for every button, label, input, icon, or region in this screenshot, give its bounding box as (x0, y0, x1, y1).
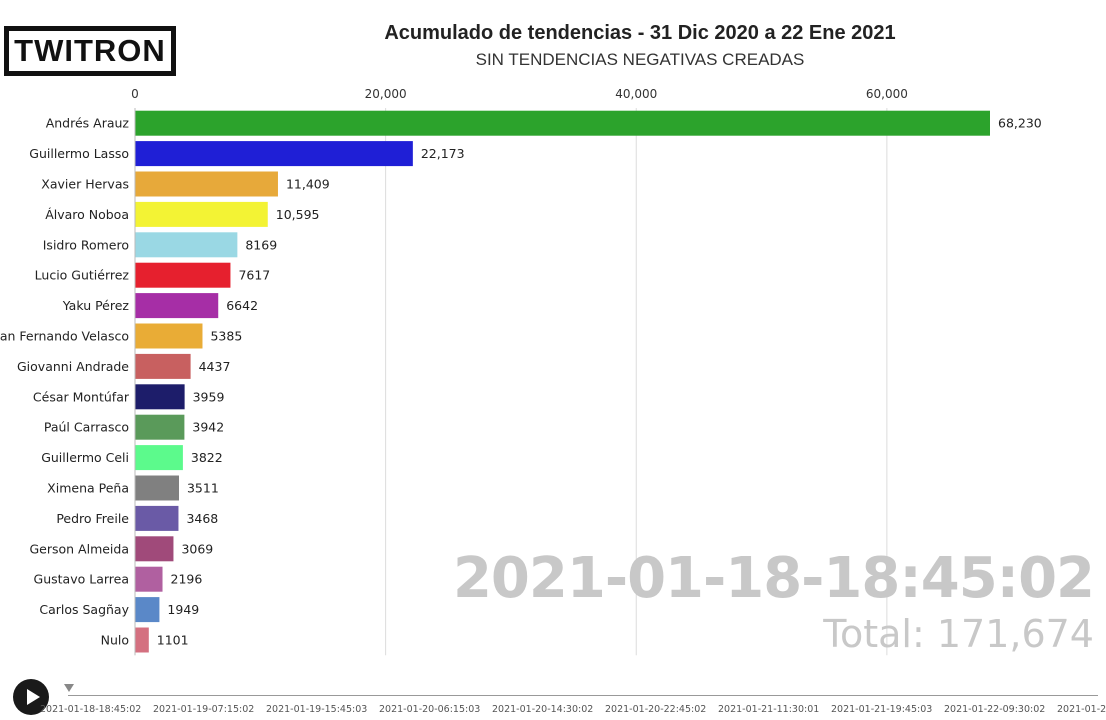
value-label: 68,230 (998, 116, 1042, 131)
category-label: Pedro Freile (56, 511, 129, 526)
bar (135, 414, 185, 440)
value-label: 1949 (167, 602, 199, 617)
x-tick-label: 40,000 (615, 87, 657, 101)
value-label: 7617 (238, 268, 270, 283)
timeline-tick-label: 2021-01-20-14:30:02 (492, 704, 594, 715)
bar (135, 627, 149, 653)
category-label: Juan Fernando Velasco (0, 329, 129, 344)
value-label: 11,409 (286, 177, 330, 192)
x-tick-label: 60,000 (866, 87, 908, 101)
category-label: Paúl Carrasco (44, 420, 129, 435)
category-label: Guillermo Lasso (29, 146, 129, 161)
timeline-tick-label: 2021-01-20-06:15:03 (379, 704, 481, 715)
category-label: Carlos Sagñay (39, 602, 129, 617)
category-label: Xavier Hervas (41, 177, 129, 192)
category-label: César Montúfar (33, 389, 130, 404)
timeline-tick-label: 2021-01-22- (1057, 704, 1106, 715)
x-tick-label: 0 (131, 87, 139, 101)
timeline-tick-label: 2021-01-19-15:45:03 (266, 704, 368, 715)
category-label: Nulo (101, 633, 129, 648)
player-controls: 2021-01-18-18:45:02 2021-01-19-07:15:02 20… (0, 668, 1106, 720)
category-label: Álvaro Noboa (45, 207, 129, 222)
bar (135, 536, 174, 562)
value-label: 6642 (226, 298, 258, 313)
category-label: Ximena Peña (47, 481, 129, 496)
value-label: 3468 (186, 511, 218, 526)
bar (135, 597, 160, 623)
play-icon[interactable] (13, 679, 49, 715)
bar (135, 262, 231, 288)
bar (135, 445, 183, 471)
timeline-tick-label: 2021-01-18-18:45:02 (40, 704, 142, 715)
bar (135, 293, 219, 319)
value-label: 1101 (157, 633, 189, 648)
bar (135, 505, 179, 531)
value-label: 8169 (245, 237, 277, 252)
timeline-tick-label: 2021-01-21-11:30:01 (718, 704, 820, 715)
value-label: 2196 (171, 572, 203, 587)
logo-text: TWITRON (7, 29, 173, 73)
category-label: Andrés Arauz (46, 116, 130, 131)
x-tick-label: 20,000 (365, 87, 407, 101)
timeline-tick-labels: 2021-01-18-18:45:02 2021-01-19-07:15:02 20… (0, 696, 1106, 718)
bar (135, 201, 268, 227)
value-label: 3511 (187, 481, 219, 496)
category-label: Yaku Pérez (62, 298, 130, 313)
value-label: 3069 (181, 541, 213, 556)
bar-chart: 0 20,000 40,000 60,000 Andrés Arauz 68,230 Gui… (0, 87, 1042, 656)
bar (135, 141, 413, 167)
timeline-tick-label: 2021-01-20-22:45:02 (605, 704, 707, 715)
total-count: Total: 171,674 (823, 612, 1094, 656)
current-date: 2021-01-18-18:45:02 (452, 546, 1095, 611)
timeline-tick-label: 2021-01-21-19:45:03 (831, 704, 933, 715)
category-label: Lucio Gutiérrez (35, 268, 130, 283)
bar (135, 475, 179, 501)
value-label: 3822 (191, 450, 223, 465)
timeline-handle[interactable] (64, 684, 74, 692)
chart-subtitle: SIN TENDENCIAS NEGATIVAS CREADAS (475, 50, 805, 69)
bar (135, 353, 191, 379)
bar (135, 384, 185, 410)
value-label: 5385 (210, 329, 242, 344)
value-label: 3959 (193, 389, 225, 404)
value-label: 10,595 (276, 207, 320, 222)
value-label: 4437 (199, 359, 231, 374)
bar (135, 232, 238, 258)
timeline-tick-label: 2021-01-22-09:30:02 (944, 704, 1046, 715)
value-label: 22,173 (421, 146, 465, 161)
twitron-logo: TWITRON (4, 26, 176, 76)
bar (135, 110, 990, 136)
timeline-slider[interactable] (68, 695, 1098, 696)
category-label: Giovanni Andrade (17, 359, 129, 374)
category-label: Isidro Romero (43, 237, 129, 252)
category-label: Guillermo Celi (41, 450, 129, 465)
category-label: Gerson Almeida (29, 541, 129, 556)
bar (135, 323, 203, 349)
timeline-tick-label: 2021-01-19-07:15:02 (153, 704, 255, 715)
bar (135, 171, 278, 197)
chart-title: Acumulado de tendencias - 31 Dic 2020 a … (384, 22, 896, 44)
value-label: 3942 (192, 420, 224, 435)
bar (135, 566, 163, 592)
category-label: Gustavo Larrea (34, 572, 129, 587)
